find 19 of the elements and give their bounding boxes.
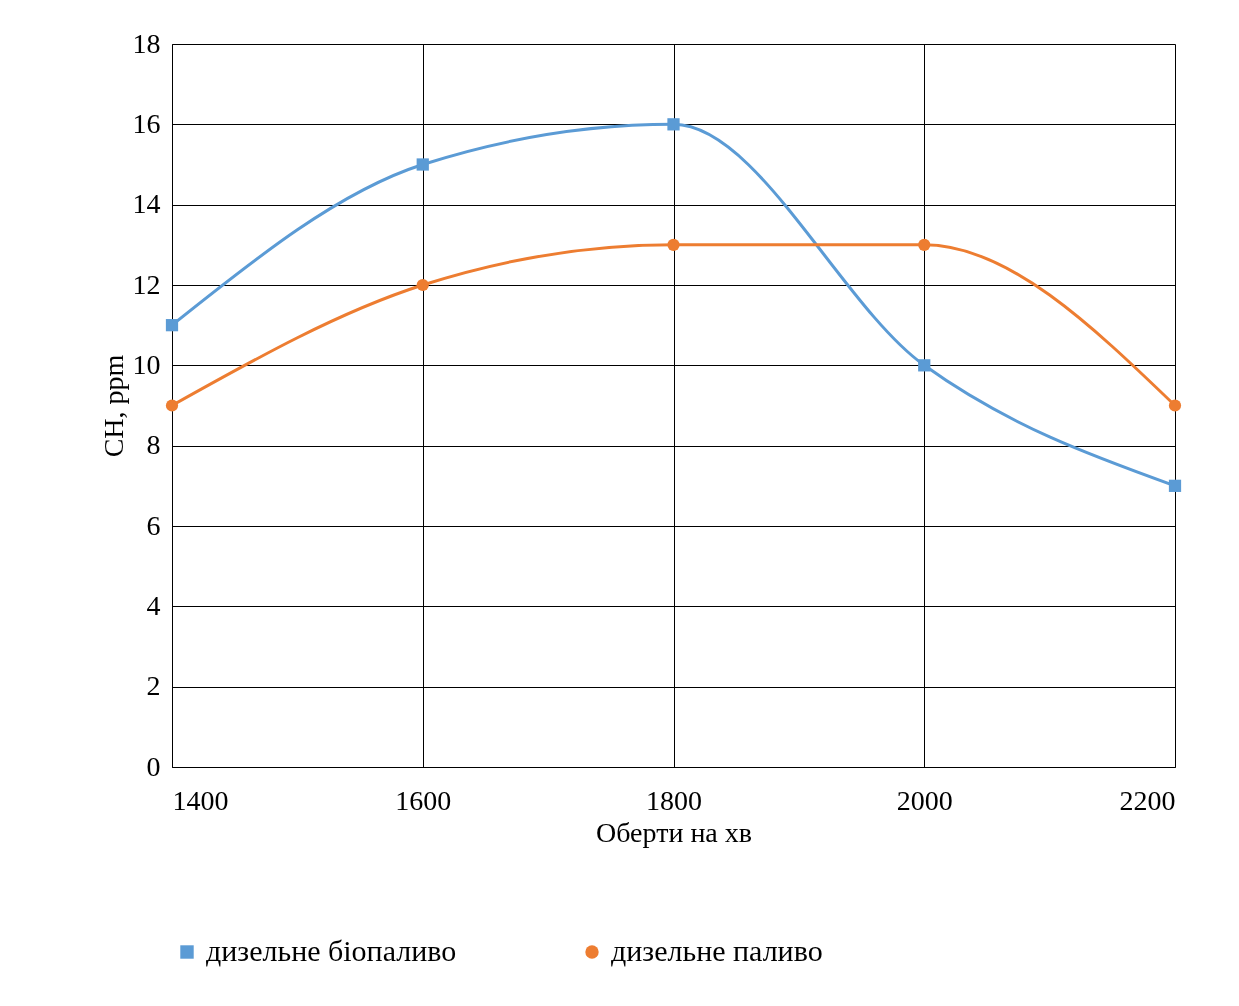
y-tick-label: 4	[146, 589, 161, 621]
x-axis-title: Оберти на хв	[595, 816, 753, 848]
y-axis-title: CH, ppm	[97, 354, 129, 458]
y-tick-label: 2	[146, 670, 161, 702]
legend-label: дизельне паливо	[611, 934, 823, 967]
y-tick-label: 6	[146, 509, 161, 541]
x-tick-label: 2200	[1119, 784, 1176, 816]
y-tick-label: 0	[146, 750, 161, 782]
y-tick-label: 8	[146, 429, 161, 461]
y-tick-label: 12	[132, 268, 161, 300]
x-tick-label: 1800	[646, 784, 702, 816]
x-tick-label: 2000	[896, 784, 953, 816]
legend-label: дизельне біопаливо	[206, 934, 457, 967]
x-tick-label: 1400	[172, 784, 229, 816]
y-tick-label: 14	[132, 188, 161, 220]
y-tick-label: 16	[132, 107, 161, 139]
y-tick-label: 10	[132, 348, 161, 380]
y-tick-label: 18	[132, 27, 161, 59]
x-tick-label: 1600	[395, 784, 452, 816]
